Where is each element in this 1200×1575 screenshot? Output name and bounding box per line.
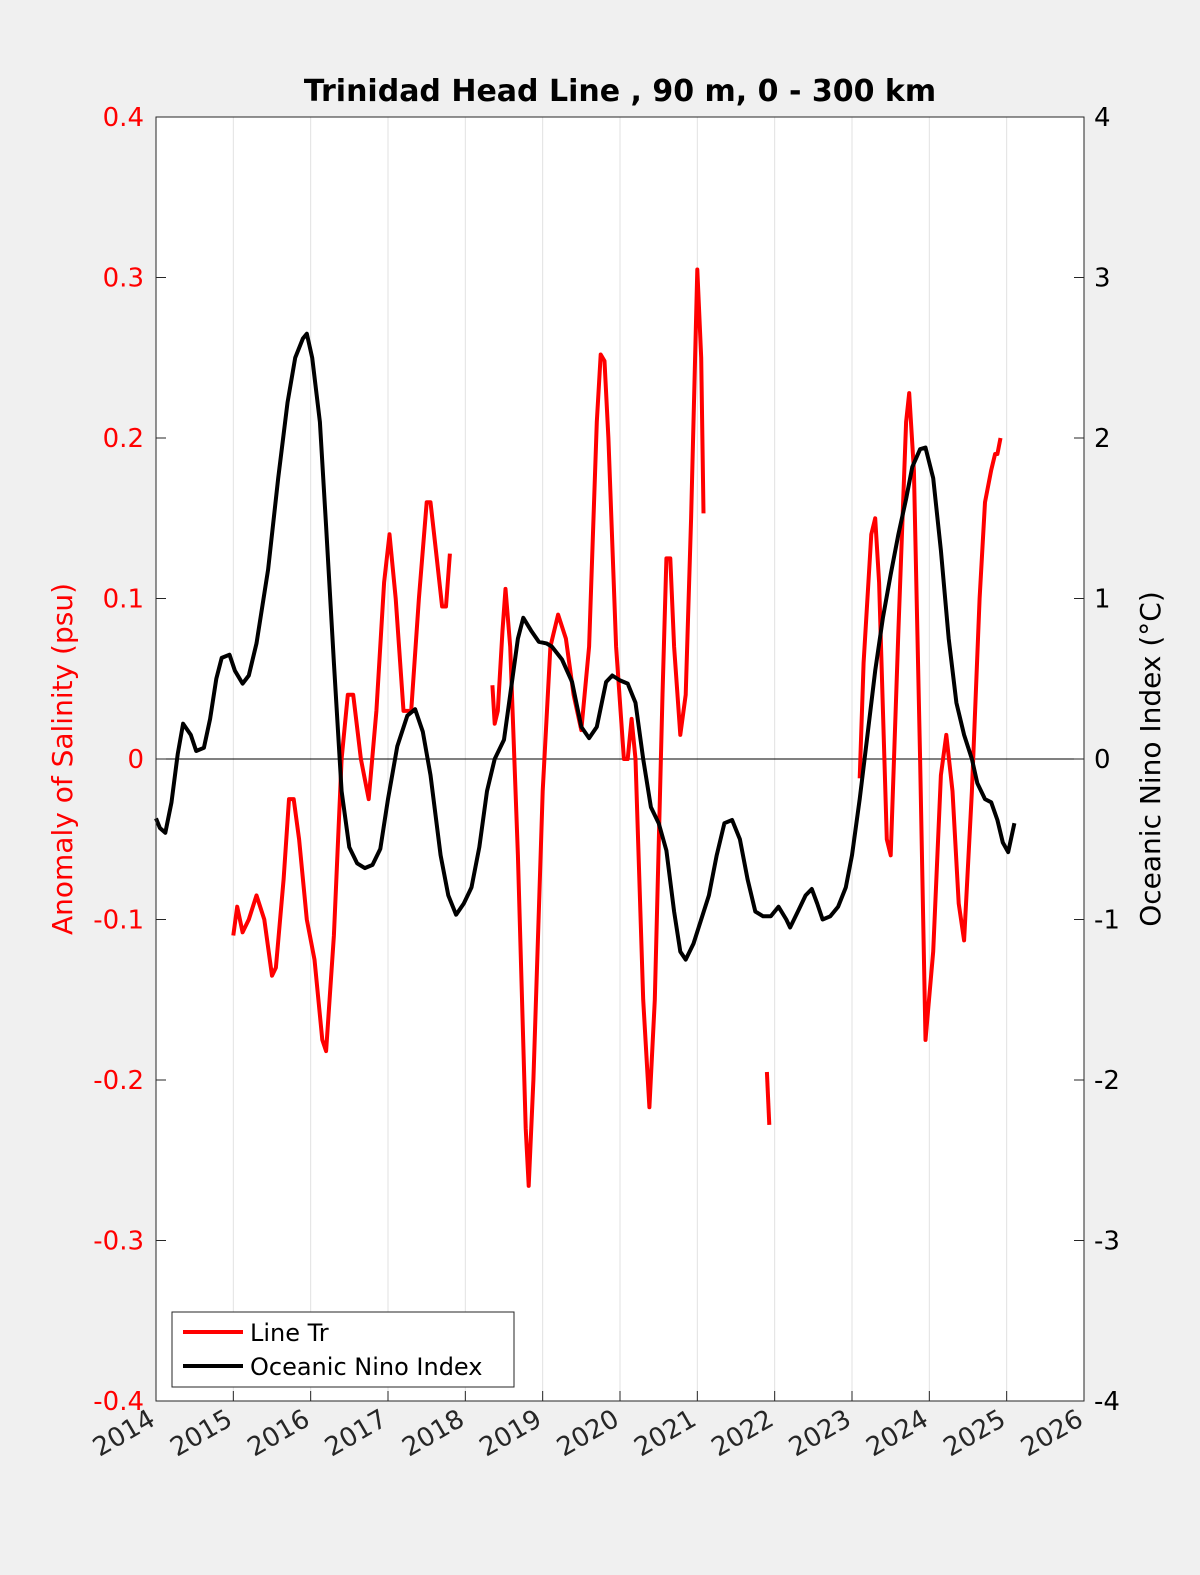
y-left-tick-label: -0.3 [93,1227,144,1257]
y-left-tick-label: 0 [127,745,144,775]
y-right-tick-label: 3 [1094,264,1111,294]
y-right-tick-label: 1 [1094,585,1111,615]
series-line-salinity [764,1071,772,1125]
legend-label-line-tr: Line Tr [250,1319,329,1347]
legend-box [171,1311,515,1388]
y-right-tick-label: 2 [1094,424,1111,454]
y-left-tick-label: -0.1 [93,906,144,936]
legend: Line Tr Oceanic Nino Index [171,1311,515,1388]
y-left-tick-label: 0.4 [103,103,144,133]
y-left-tick-label: 0.1 [103,585,144,615]
y-left-tick-label: 0.2 [103,424,144,454]
series-line-salinity [490,267,706,1188]
y-right-tick-label: -4 [1094,1387,1120,1417]
y-right-tick-label: -1 [1094,906,1120,936]
y-axis-left-label: Anomaly of Salinity (psu) [46,583,79,935]
y-left-tick-label: -0.4 [93,1387,144,1417]
y-left-tick-label: 0.3 [103,264,144,294]
series-layer [154,267,1017,1188]
y-left-tick-label: -0.2 [93,1066,144,1096]
y-right-tick-label: 0 [1094,745,1111,775]
series-line-oni [154,331,1017,962]
legend-label-oni: Oceanic Nino Index [250,1353,482,1381]
y-axis-right-label: Oceanic Nino Index (°C) [1134,591,1167,927]
y-right-tick-label: -2 [1094,1066,1120,1096]
chart-title: Trinidad Head Line , 90 m, 0 - 300 km [304,74,936,109]
y-right-tick-label: 4 [1094,103,1111,133]
y-right-tick-label: -3 [1094,1227,1120,1257]
